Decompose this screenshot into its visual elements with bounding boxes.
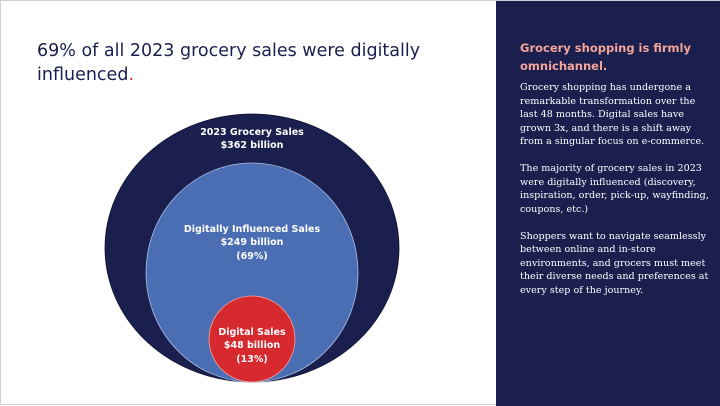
inner-circle-digital-sales [208,295,296,383]
slide-title: 69% of all 2023 grocery sales were digit… [37,41,421,85]
outer-value: $362 billion [221,140,284,151]
middle-label: Digitally Influenced Sales [184,224,321,235]
middle-pct: (69%) [236,251,267,262]
middle-value: $249 billion [221,237,284,248]
side-panel: Grocery shopping is firmly omnichannel. … [496,1,720,406]
panel-paragraph: Grocery shopping has undergone a remarka… [520,82,705,147]
inner-pct: (13%) [236,354,267,365]
panel-paragraph: Shoppers want to navigate seamlessly bet… [520,230,709,296]
outer-label: 2023 Grocery Sales [200,127,304,138]
panel-heading: Grocery shopping is firmly omnichannel. [520,41,691,73]
inner-value: $48 billion [224,340,280,351]
inner-label: Digital Sales [218,327,286,338]
panel-body: Grocery shopping has undergone a remarka… [520,81,710,311]
panel-paragraph: The majority of grocery sales in 2023 we… [520,163,709,215]
nested-circles-diagram: 2023 Grocery Sales $362 billion Digitall… [104,113,400,383]
